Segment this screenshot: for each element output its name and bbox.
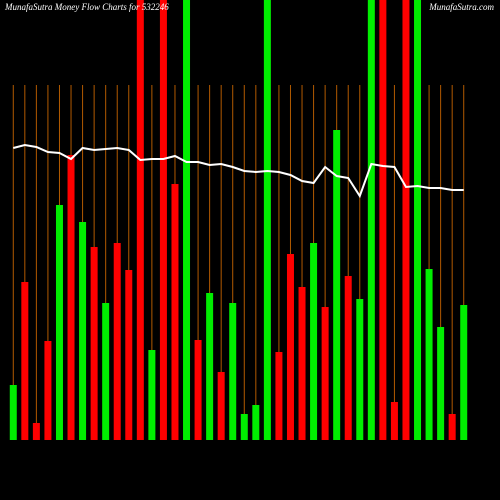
bar [437,327,445,440]
bar [125,270,133,440]
bar [286,254,294,440]
bar [367,0,375,440]
bar [390,402,398,440]
bar [32,423,40,440]
bar [425,269,433,440]
bar [159,0,167,440]
bar [460,305,468,440]
bar [356,299,364,440]
bar [240,414,248,440]
site-name: MunafaSutra.com [428,2,494,12]
bar [9,385,17,440]
bar [171,184,179,440]
bar [55,205,63,440]
bar [67,155,75,440]
bar [113,243,121,440]
bar [194,340,202,440]
bar [21,282,29,440]
bar [90,247,98,440]
bar [298,287,306,440]
bar [448,414,456,440]
bar [333,130,341,440]
bar [275,352,283,440]
bar [379,0,387,440]
bar [263,0,271,440]
bar [252,405,260,440]
bar [44,341,52,440]
bar [310,243,318,440]
bar [79,222,87,440]
bar [102,303,110,440]
chart-title: MunafaSutra Money Flow Charts for 532246 [4,2,169,12]
bar [402,0,410,440]
bar [217,372,225,440]
bar [229,303,237,440]
money-flow-line [13,143,464,199]
bar [344,276,352,440]
bar [183,0,191,440]
bar [148,350,156,440]
bar [136,0,144,440]
bar [321,307,329,440]
bar [206,293,214,440]
bar [414,0,422,440]
